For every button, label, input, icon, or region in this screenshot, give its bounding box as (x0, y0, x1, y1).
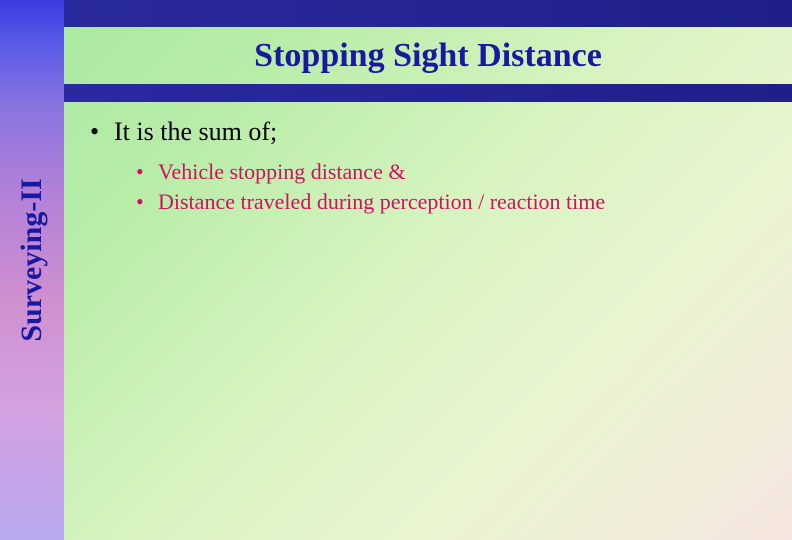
top-band (64, 0, 792, 27)
bullet-lvl2: •Distance traveled during perception / r… (136, 187, 760, 217)
bullet-lvl1: •It is the sum of; (90, 117, 760, 147)
title-text: Stopping Sight Distance (254, 37, 602, 75)
mid-band (64, 84, 792, 102)
slide: Stopping Sight Distance Surveying-II •It… (0, 0, 792, 540)
content-area: •It is the sum of; •Vehicle stopping dis… (90, 117, 760, 216)
bullet-lvl2-text: Distance traveled during perception / re… (158, 189, 605, 214)
side-label: Surveying-II (15, 178, 49, 341)
page-title: Stopping Sight Distance (64, 27, 792, 84)
bullet-dot-icon: • (136, 157, 158, 187)
bullet-lvl2: •Vehicle stopping distance & (136, 157, 760, 187)
bullet-lvl1-text: It is the sum of; (114, 117, 277, 146)
side-label-container: Surveying-II (0, 0, 64, 540)
bullet-dot-icon: • (136, 187, 158, 217)
bullet-lvl2-text: Vehicle stopping distance & (158, 159, 405, 184)
bullet-dot-icon: • (90, 117, 114, 147)
